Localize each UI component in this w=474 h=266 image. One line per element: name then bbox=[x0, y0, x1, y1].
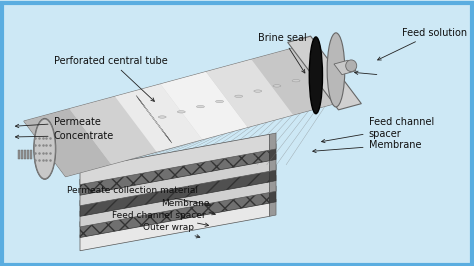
Ellipse shape bbox=[346, 60, 357, 72]
Text: Feed channel spacer: Feed channel spacer bbox=[112, 211, 209, 226]
Polygon shape bbox=[252, 47, 339, 115]
FancyBboxPatch shape bbox=[27, 149, 29, 159]
FancyBboxPatch shape bbox=[30, 149, 32, 159]
Text: Feed channel
spacer: Feed channel spacer bbox=[321, 117, 434, 143]
Ellipse shape bbox=[327, 33, 345, 107]
Ellipse shape bbox=[216, 100, 224, 103]
Polygon shape bbox=[269, 133, 276, 150]
Polygon shape bbox=[269, 186, 276, 203]
Text: Outer wrap: Outer wrap bbox=[143, 223, 200, 238]
Polygon shape bbox=[115, 84, 202, 152]
Ellipse shape bbox=[197, 105, 204, 108]
Polygon shape bbox=[80, 134, 269, 185]
Ellipse shape bbox=[309, 37, 322, 114]
Polygon shape bbox=[24, 109, 111, 177]
Polygon shape bbox=[69, 97, 156, 164]
Ellipse shape bbox=[34, 118, 56, 179]
Ellipse shape bbox=[292, 80, 300, 82]
Polygon shape bbox=[269, 165, 276, 182]
Polygon shape bbox=[80, 166, 269, 216]
Text: Concentrate: Concentrate bbox=[16, 131, 114, 141]
FancyBboxPatch shape bbox=[18, 149, 20, 159]
Ellipse shape bbox=[34, 119, 55, 179]
Text: Perforated central tube: Perforated central tube bbox=[54, 56, 168, 101]
Polygon shape bbox=[288, 36, 361, 110]
Ellipse shape bbox=[273, 85, 281, 87]
FancyBboxPatch shape bbox=[21, 149, 23, 159]
Polygon shape bbox=[80, 156, 269, 206]
Polygon shape bbox=[269, 199, 276, 216]
Text: Membrane: Membrane bbox=[162, 200, 215, 215]
Polygon shape bbox=[269, 175, 276, 193]
Ellipse shape bbox=[235, 95, 243, 97]
Text: Feed solution: Feed solution bbox=[378, 28, 467, 60]
Polygon shape bbox=[161, 72, 248, 140]
Ellipse shape bbox=[158, 116, 166, 118]
Polygon shape bbox=[334, 60, 356, 75]
Ellipse shape bbox=[254, 90, 262, 92]
Polygon shape bbox=[80, 177, 269, 227]
Polygon shape bbox=[80, 201, 269, 251]
Text: Permeate: Permeate bbox=[16, 117, 100, 128]
Text: Brine seal: Brine seal bbox=[258, 33, 307, 73]
Polygon shape bbox=[80, 187, 269, 238]
Polygon shape bbox=[80, 145, 269, 195]
Polygon shape bbox=[206, 59, 293, 127]
Polygon shape bbox=[24, 47, 339, 177]
Polygon shape bbox=[269, 144, 276, 161]
Text: Membrane: Membrane bbox=[313, 140, 421, 153]
Text: Permeate collection material: Permeate collection material bbox=[67, 186, 211, 206]
FancyBboxPatch shape bbox=[24, 149, 26, 159]
Ellipse shape bbox=[177, 111, 185, 113]
Polygon shape bbox=[269, 154, 276, 171]
